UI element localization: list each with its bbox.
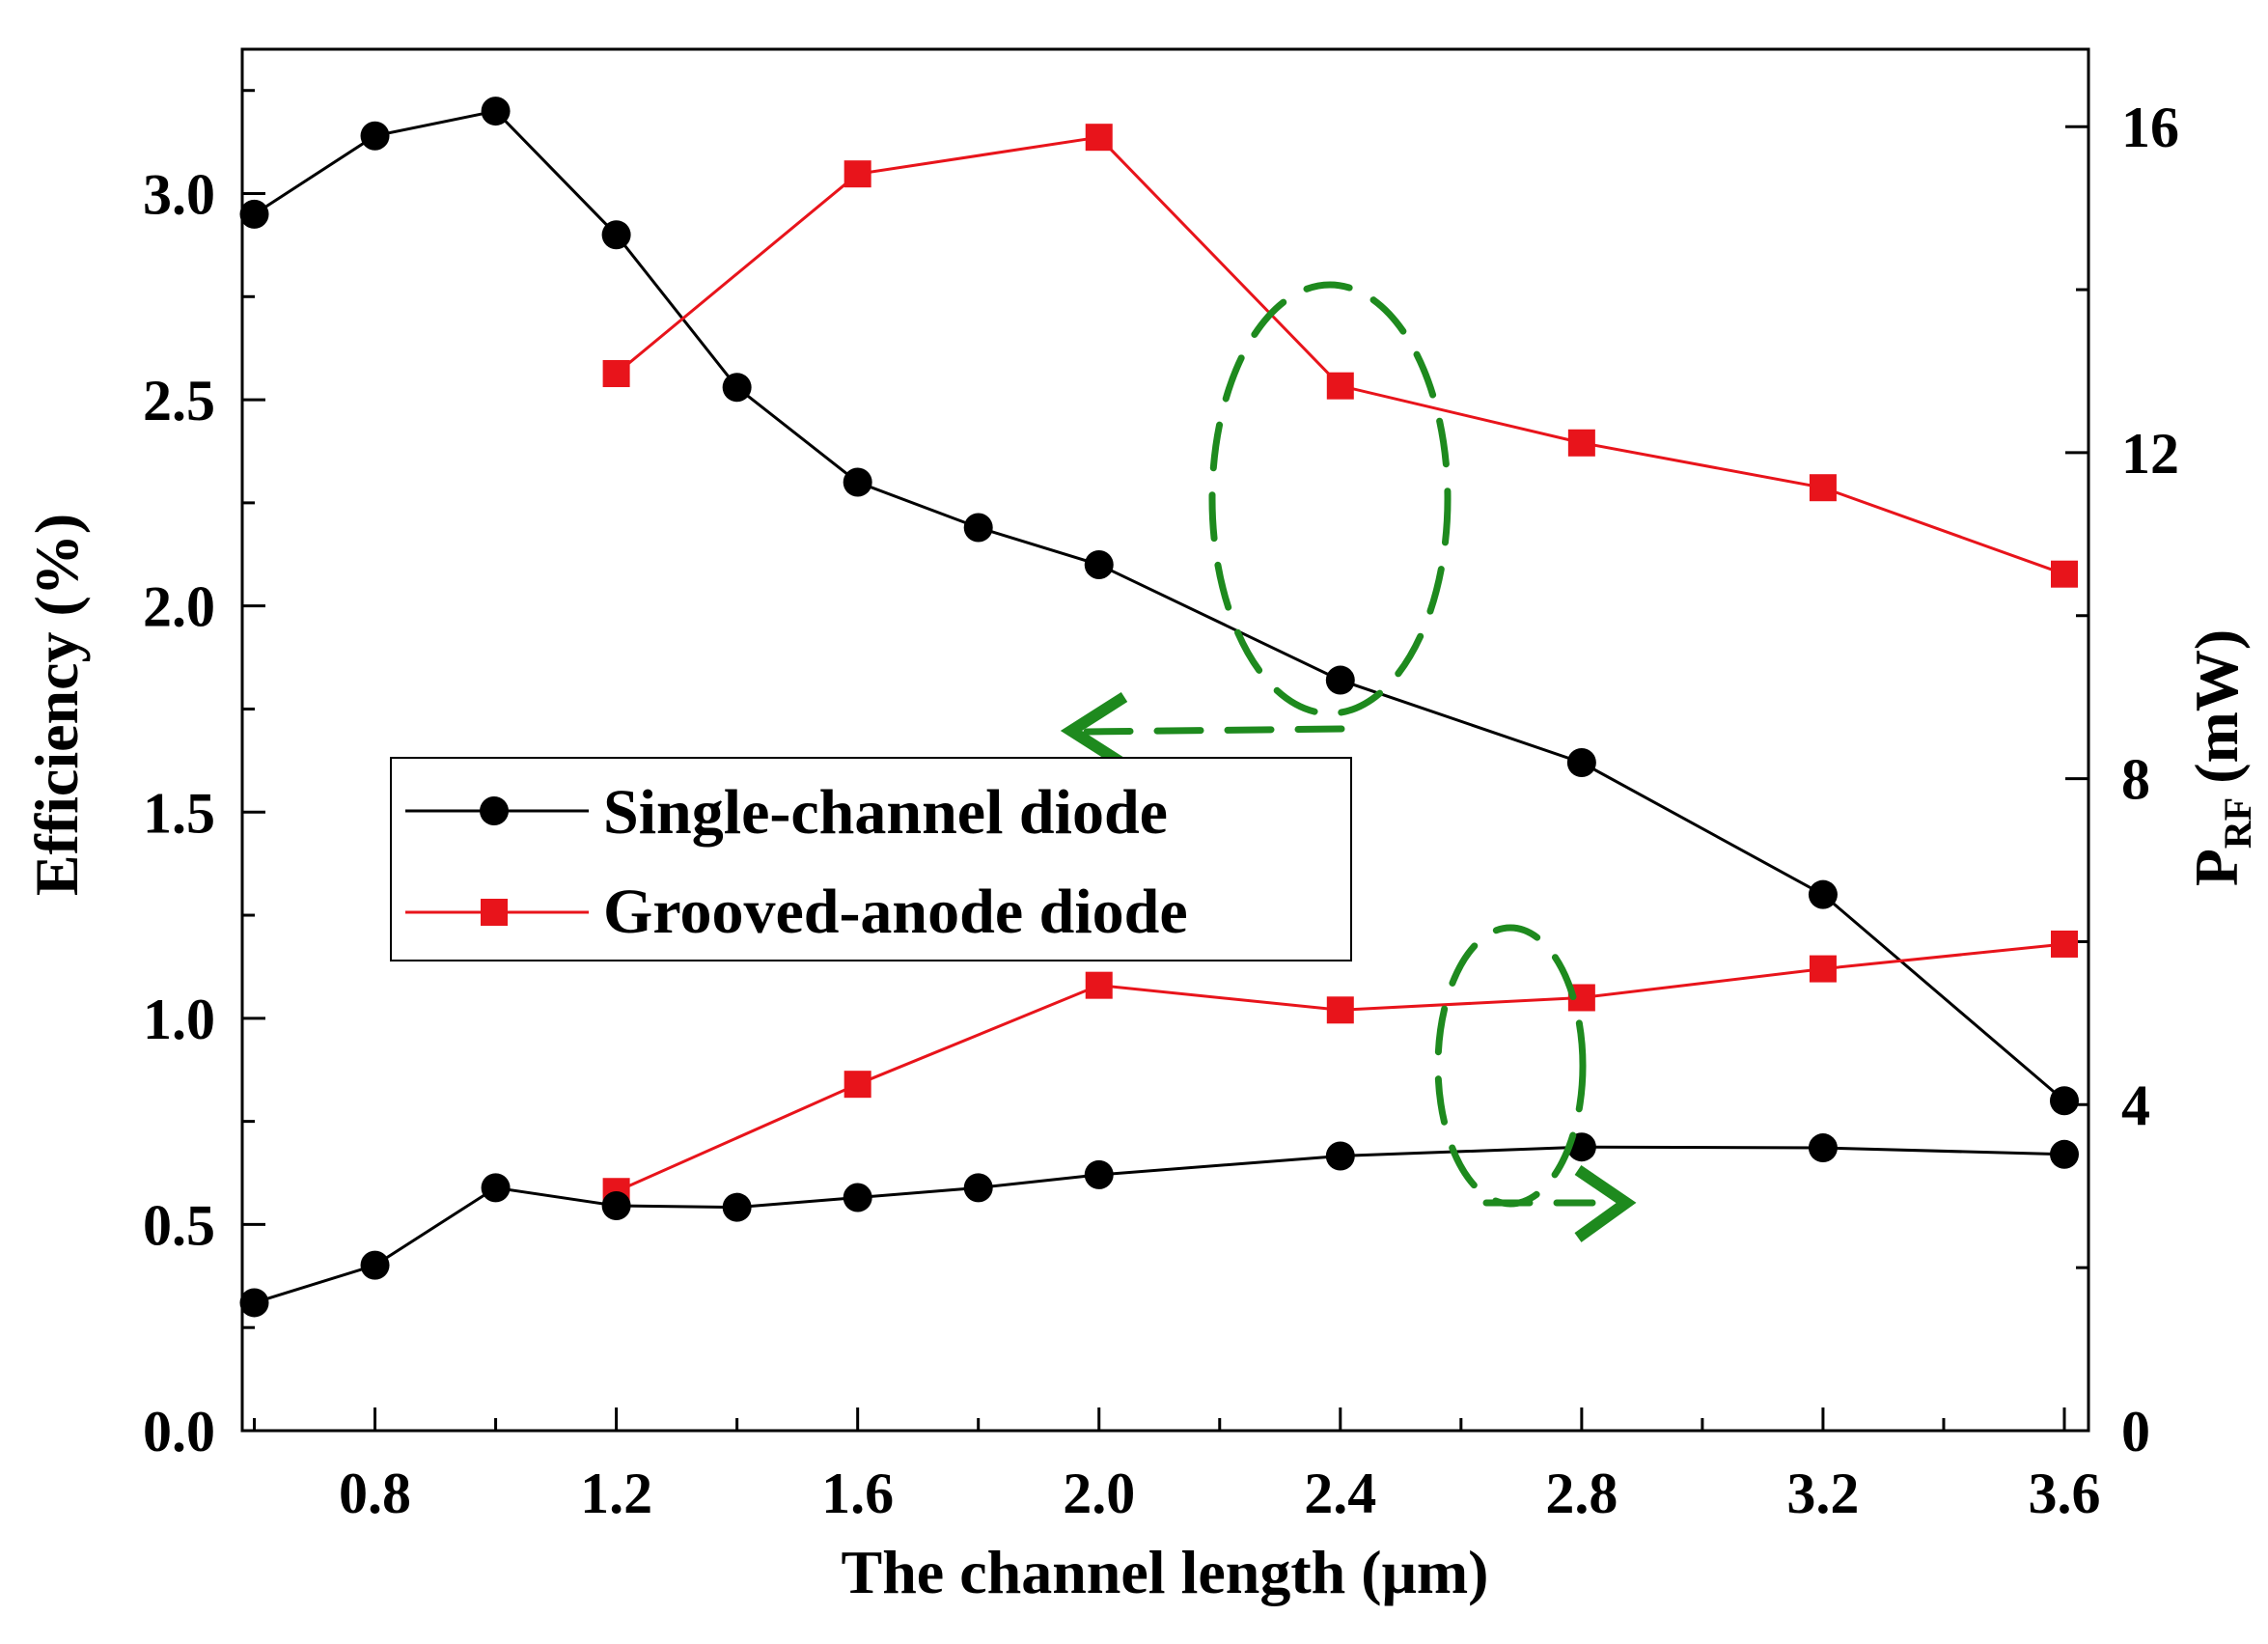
- data-point: [360, 1250, 390, 1280]
- legend-marker-grooved: [481, 899, 508, 926]
- legend: Single-channel diode Grooved-anode diode: [390, 757, 1352, 961]
- data-point: [1809, 955, 1837, 983]
- y-right-title-unit: (mW): [2182, 629, 2251, 784]
- data-point: [2050, 930, 2078, 958]
- data-point: [239, 1288, 269, 1318]
- y-left-axis-title: Efficiency (%): [22, 514, 91, 896]
- x-tick-label: 1.6: [821, 1462, 894, 1525]
- series-line: [253, 109, 2065, 1102]
- data-point: [722, 373, 752, 403]
- data-point: [601, 1190, 631, 1220]
- data-point: [360, 121, 390, 151]
- series-0: [239, 97, 2079, 1116]
- y-right-axis-title: PRF (mW): [2182, 629, 2259, 886]
- data-point: [481, 97, 511, 126]
- data-point: [1084, 549, 1114, 579]
- x-tick-label: 1.2: [580, 1462, 652, 1525]
- data-point: [1808, 879, 1838, 909]
- annotation-ellipse-right: [1434, 924, 1587, 1208]
- data-point: [1326, 996, 1354, 1024]
- series-line: [615, 135, 2065, 576]
- y-right-tick-label: 8: [2121, 748, 2150, 812]
- y-left-tick-label: 0.0: [143, 1400, 215, 1463]
- data-point: [1085, 971, 1113, 999]
- data-point: [1325, 1141, 1355, 1171]
- x-axis-title: The channel length (μm): [842, 1538, 1489, 1606]
- y-left-tick-label: 2.5: [143, 369, 215, 432]
- legend-marker-single: [480, 796, 509, 825]
- x-tick-label: 2.0: [1063, 1462, 1135, 1525]
- legend-box: [390, 757, 1352, 961]
- y-right-tick-label: 12: [2121, 422, 2179, 486]
- x-tick-label: 3.6: [2028, 1462, 2100, 1525]
- x-tick-label: 2.8: [1545, 1462, 1618, 1525]
- data-point: [602, 360, 630, 388]
- y-left-tick-label: 1.5: [143, 781, 215, 845]
- arrowhead-right-icon: [1574, 1165, 1637, 1242]
- series-line: [254, 1145, 2065, 1304]
- x-tick-label: 2.4: [1304, 1462, 1376, 1525]
- x-tick-label: 3.2: [1786, 1462, 1859, 1525]
- data-point: [1084, 1159, 1114, 1189]
- data-point: [843, 1183, 872, 1212]
- series-3: [602, 124, 2078, 588]
- data-point: [963, 1173, 993, 1203]
- data-point: [239, 199, 269, 229]
- tick-labels: 0.8 1.2 1.6 2.0 2.4 2.8 3.2 3.6 0.0 0.5 1.0 1.5 2.0 2…: [143, 96, 2179, 1525]
- series-2: [239, 1132, 2079, 1318]
- data-point: [722, 1192, 752, 1222]
- legend-label-grooved: Grooved-anode diode: [603, 877, 1188, 947]
- data-point: [481, 1173, 511, 1203]
- data-point: [963, 513, 993, 543]
- y-right-tick-label: 4: [2121, 1073, 2150, 1137]
- data-point: [2049, 1139, 2079, 1169]
- series-layer: [239, 97, 2079, 1318]
- annotation-arrow-left-path: [1082, 725, 1345, 736]
- annotation-arrows: [1082, 281, 1596, 1208]
- annotation-ellipse-left: [1208, 281, 1452, 717]
- data-point: [2049, 1086, 2079, 1116]
- data-point: [601, 220, 631, 250]
- x-tick-label: 0.8: [339, 1462, 411, 1525]
- y-left-tick-label: 0.5: [143, 1193, 215, 1257]
- data-point: [1808, 1133, 1838, 1163]
- data-point: [1326, 372, 1354, 400]
- data-point: [1085, 124, 1113, 152]
- y-right-title-sub: RF: [2216, 797, 2259, 849]
- data-point: [2050, 560, 2078, 588]
- data-point: [1566, 747, 1596, 777]
- arrowhead-left-icon: [1060, 691, 1128, 770]
- legend-label-single: Single-channel diode: [603, 777, 1168, 848]
- data-point: [1325, 665, 1355, 695]
- data-point: [1809, 474, 1837, 502]
- y-left-tick-label: 1.0: [143, 988, 215, 1051]
- data-point: [1567, 429, 1595, 457]
- data-point: [844, 160, 871, 188]
- data-point: [844, 1071, 871, 1099]
- plot-frame: [240, 47, 2090, 1433]
- y-left-tick-label: 3.0: [143, 163, 215, 227]
- y-right-tick-label: 16: [2121, 96, 2179, 159]
- axis-ticks: [242, 89, 2088, 1433]
- y-right-tick-label: 0: [2121, 1400, 2150, 1463]
- y-right-title-main: P: [2182, 849, 2251, 886]
- data-point: [843, 467, 872, 497]
- y-left-tick-label: 2.0: [143, 575, 215, 639]
